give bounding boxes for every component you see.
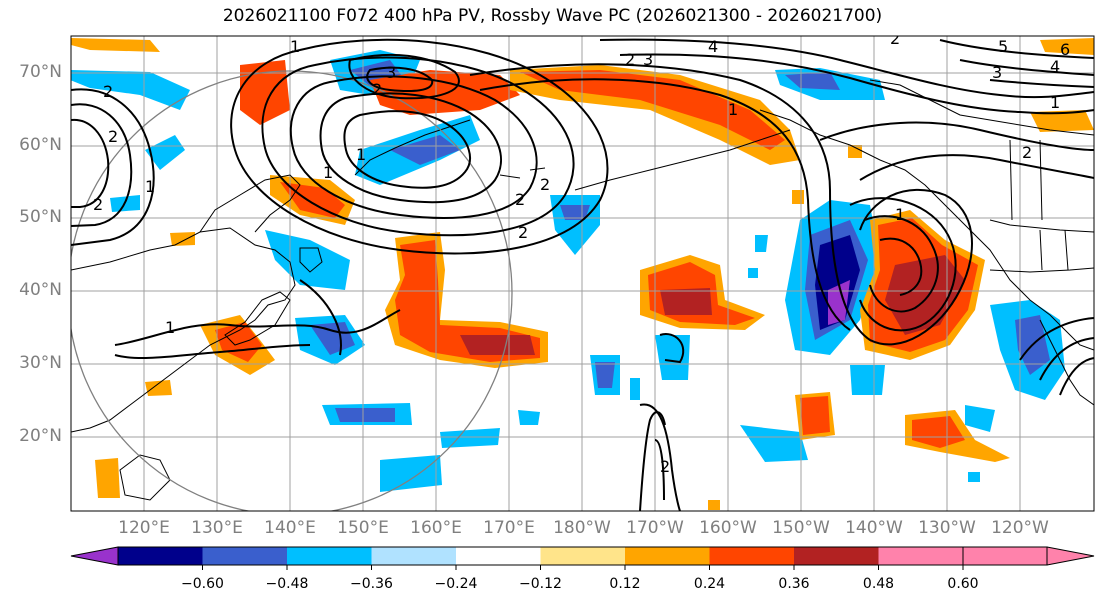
svg-text:1: 1 bbox=[145, 177, 155, 196]
svg-text:2: 2 bbox=[108, 127, 118, 146]
svg-text:2: 2 bbox=[93, 195, 103, 214]
svg-text:1: 1 bbox=[356, 145, 366, 164]
lon-label-150e: 150°E bbox=[337, 518, 389, 538]
colorbar-bin-3 bbox=[287, 547, 372, 565]
colorbar-bin-7 bbox=[625, 547, 710, 565]
svg-text:6: 6 bbox=[1060, 40, 1070, 59]
svg-text:2: 2 bbox=[890, 29, 900, 48]
colorbar bbox=[70, 546, 1095, 570]
lat-label-30n: 30°N bbox=[19, 353, 62, 373]
svg-text:4: 4 bbox=[708, 37, 718, 56]
colorbar-max-extension bbox=[962, 546, 1095, 566]
lon-label-140e: 140°E bbox=[264, 518, 316, 538]
colorbar-bin-8 bbox=[709, 547, 794, 565]
radius-circle bbox=[71, 70, 513, 511]
lon-label-140w: 140°W bbox=[845, 518, 903, 538]
negative-anomaly-shading bbox=[71, 50, 1065, 492]
svg-text:1: 1 bbox=[290, 37, 300, 56]
lat-label-50n: 50°N bbox=[19, 207, 62, 227]
svg-text:4: 4 bbox=[1050, 57, 1060, 76]
colorbar-tick-label: −0.12 bbox=[519, 576, 562, 592]
lon-label-170e: 170°E bbox=[483, 518, 535, 538]
svg-text:2: 2 bbox=[1022, 143, 1032, 162]
colorbar-tick-label: 0.48 bbox=[862, 576, 895, 592]
svg-text:3: 3 bbox=[386, 63, 396, 82]
lon-label-170w: 170°W bbox=[626, 518, 684, 538]
colorbar-min-extension bbox=[70, 546, 119, 566]
colorbar-bin-9 bbox=[794, 547, 879, 565]
svg-text:1: 1 bbox=[323, 163, 333, 182]
colorbar-tick-label: −0.60 bbox=[181, 576, 224, 592]
lon-label-120w: 120°W bbox=[991, 518, 1049, 538]
svg-text:5: 5 bbox=[998, 37, 1008, 56]
lon-label-130w: 130°W bbox=[918, 518, 976, 538]
map-panel: 2 3 4 2 3 2 1 2 2 1 2 1 2 1 2 2 1 2 3 4 … bbox=[71, 29, 1094, 511]
svg-text:1: 1 bbox=[728, 100, 738, 119]
pv-contours bbox=[71, 38, 1094, 511]
colorbar-tick-label: −0.24 bbox=[434, 576, 478, 592]
svg-text:1: 1 bbox=[1050, 93, 1060, 112]
colorbar-tick-label: −0.36 bbox=[350, 576, 393, 592]
svg-text:2: 2 bbox=[372, 80, 382, 99]
colorbar-bin-2 bbox=[202, 547, 287, 565]
svg-text:1: 1 bbox=[895, 205, 905, 224]
map-frame bbox=[70, 35, 1095, 512]
svg-text:2: 2 bbox=[625, 50, 635, 69]
svg-text:2: 2 bbox=[660, 457, 670, 476]
svg-text:3: 3 bbox=[992, 63, 1002, 82]
colorbar-bin-5 bbox=[456, 547, 541, 565]
lat-label-60n: 60°N bbox=[19, 135, 62, 155]
colorbar-tick-label: 0.60 bbox=[947, 576, 979, 592]
coastlines bbox=[71, 79, 1094, 501]
colorbar-tick-label: 0.24 bbox=[693, 576, 726, 592]
lat-label-70n: 70°N bbox=[19, 62, 62, 82]
lon-label-130e: 130°E bbox=[191, 518, 243, 538]
colorbar-bin-1 bbox=[118, 547, 203, 565]
colorbar-tick-label: −0.48 bbox=[265, 576, 309, 592]
colorbar-bin-6 bbox=[540, 547, 625, 565]
lon-label-120e: 120°E bbox=[118, 518, 170, 538]
svg-text:2: 2 bbox=[103, 82, 113, 101]
svg-text:2: 2 bbox=[540, 175, 550, 194]
figure-title: 2026021100 F072 400 hPa PV, Rossby Wave … bbox=[222, 6, 883, 26]
lat-label-20n: 20°N bbox=[19, 426, 62, 446]
lon-label-160e: 160°E bbox=[410, 518, 462, 538]
colorbar-bin-4 bbox=[371, 547, 456, 565]
contour-labels: 2 3 4 2 3 2 1 2 2 1 2 1 2 1 2 2 1 2 3 4 … bbox=[93, 29, 1070, 476]
graticule bbox=[71, 36, 1094, 511]
lon-label-150w: 150°W bbox=[772, 518, 830, 538]
lat-label-40n: 40°N bbox=[19, 280, 62, 300]
svg-text:3: 3 bbox=[643, 50, 653, 69]
colorbar-tick-label: 0.12 bbox=[609, 576, 641, 592]
svg-text:2: 2 bbox=[515, 190, 525, 209]
colorbar-tick-label: 0.36 bbox=[778, 576, 810, 592]
lon-label-180w: 180°W bbox=[553, 518, 611, 538]
colorbar-bin-10 bbox=[878, 547, 963, 565]
svg-text:1: 1 bbox=[165, 318, 175, 337]
svg-text:2: 2 bbox=[518, 223, 528, 242]
lon-label-160w: 160°W bbox=[699, 518, 757, 538]
